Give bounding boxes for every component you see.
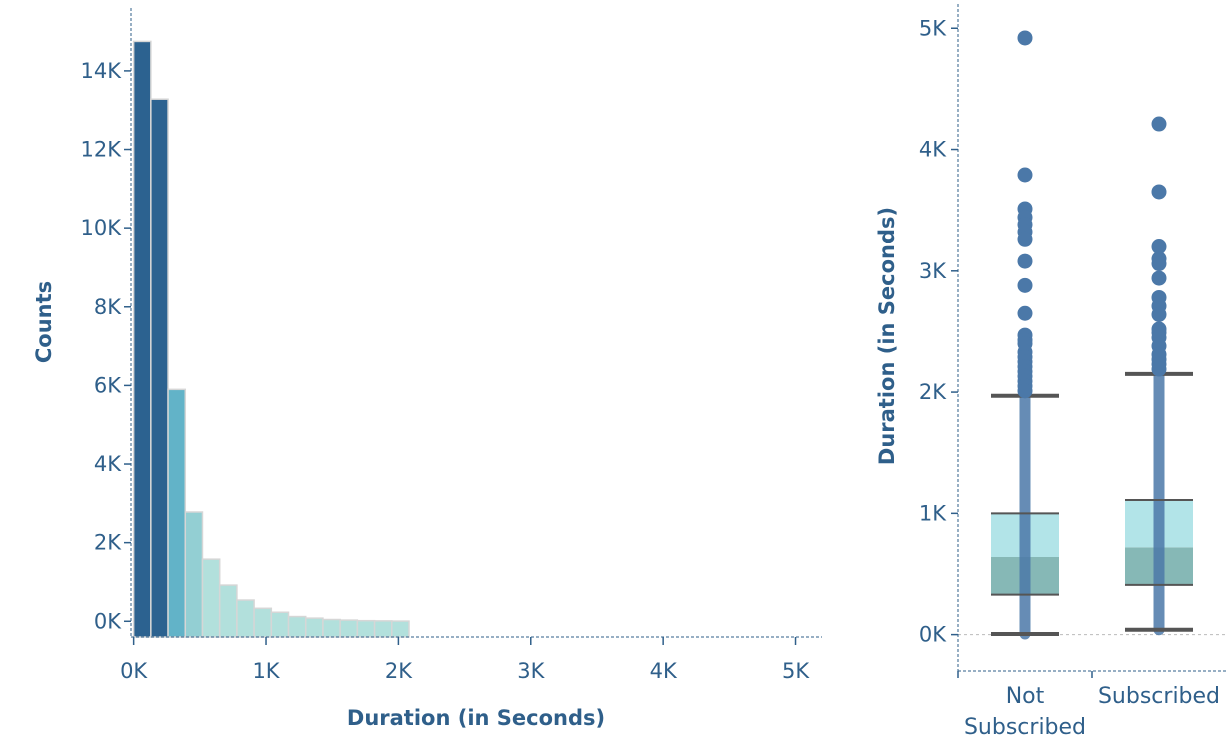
boxplot-y-tick-label: 1K bbox=[919, 501, 947, 525]
histogram-bar bbox=[132, 40, 152, 638]
box-outlier-point bbox=[1151, 184, 1167, 200]
histogram-bar bbox=[236, 599, 255, 638]
histogram-x-tick-label: 4K bbox=[650, 659, 678, 683]
histogram-bar bbox=[287, 615, 307, 638]
histogram-bars bbox=[132, 40, 410, 638]
box-outlier-point bbox=[1151, 256, 1167, 272]
box-outlier-point bbox=[1151, 361, 1167, 377]
boxplot-category-labels: Not Subscribed Subscribed bbox=[957, 671, 1220, 740]
box-outlier-point bbox=[1151, 239, 1167, 255]
boxplot-y-tick-label: 2K bbox=[919, 380, 947, 404]
box-outlier-point bbox=[1017, 231, 1033, 247]
histogram-y-axis-title: Counts bbox=[32, 281, 56, 363]
boxplot-y-axis-title: Duration (in Seconds) bbox=[875, 207, 899, 465]
histogram-x-axis-title: Duration (in Seconds) bbox=[347, 706, 605, 730]
boxplot-y-tick-label: 4K bbox=[919, 138, 947, 162]
histogram-y-ticks: 0K 2K 4K 6K 8K 10K 12K 14K bbox=[81, 59, 131, 633]
histogram-y-tick-label: 4K bbox=[94, 452, 122, 476]
box-outlier-point bbox=[1017, 305, 1033, 321]
boxplot-marks bbox=[991, 30, 1193, 640]
histogram-x-tick-label: 0K bbox=[120, 659, 148, 683]
histogram-y-tick-label: 8K bbox=[94, 295, 122, 319]
histogram-x-ticks: 0K 1K 2K 3K 4K 5K bbox=[120, 637, 810, 683]
histogram-bar bbox=[253, 607, 273, 638]
box-outlier-point bbox=[1017, 30, 1033, 46]
histogram-bar bbox=[322, 618, 341, 638]
box-outlier-point bbox=[1151, 116, 1167, 132]
boxplot-y-tick-label: 3K bbox=[919, 259, 947, 283]
histogram-bar bbox=[150, 98, 169, 638]
box-outlier-point bbox=[1017, 167, 1033, 183]
histogram-bar bbox=[218, 584, 238, 638]
histogram-y-tick-label: 12K bbox=[81, 138, 123, 162]
histogram-bar bbox=[373, 620, 393, 638]
histogram-x-tick-label: 3K bbox=[517, 659, 545, 683]
box-outlier-point bbox=[1017, 253, 1033, 269]
histogram-bar bbox=[339, 619, 359, 638]
boxplot-chart: 0K 1K 2K 3K 4K 5K Not Subscribed Subscribed Dur… bbox=[875, 4, 1226, 740]
box-outlier-point bbox=[1151, 270, 1167, 286]
histogram-x-tick-label: 2K bbox=[385, 659, 413, 683]
histogram-bar bbox=[184, 511, 204, 638]
boxplot-category-label: Subscribed bbox=[1098, 684, 1220, 709]
boxplot-category-label: Subscribed bbox=[964, 715, 1086, 740]
histogram-bar bbox=[270, 611, 290, 638]
histogram-bar bbox=[356, 619, 376, 638]
boxplot-y-tick-label: 0K bbox=[919, 623, 947, 647]
histogram-y-tick-label: 2K bbox=[94, 531, 122, 555]
histogram-bar bbox=[167, 388, 187, 638]
histogram-bar bbox=[391, 620, 410, 638]
histogram-bar bbox=[201, 558, 221, 638]
histogram-y-tick-label: 6K bbox=[94, 373, 122, 397]
box-outlier-point bbox=[1017, 383, 1033, 399]
boxplot-y-ticks: 0K 1K 2K 3K 4K 5K bbox=[919, 16, 958, 647]
histogram-x-tick-label: 1K bbox=[252, 659, 280, 683]
box-outlier-point bbox=[1151, 306, 1167, 322]
histogram-bar bbox=[304, 617, 324, 638]
histogram-y-tick-label: 10K bbox=[81, 216, 123, 240]
box-outlier-point bbox=[1017, 277, 1033, 293]
histogram-y-tick-label: 0K bbox=[94, 609, 122, 633]
histogram-x-tick-label: 5K bbox=[782, 659, 810, 683]
boxplot-category-label: Not bbox=[1006, 684, 1045, 709]
boxplot-y-tick-label: 5K bbox=[919, 16, 947, 40]
histogram-y-tick-label: 14K bbox=[81, 59, 123, 83]
